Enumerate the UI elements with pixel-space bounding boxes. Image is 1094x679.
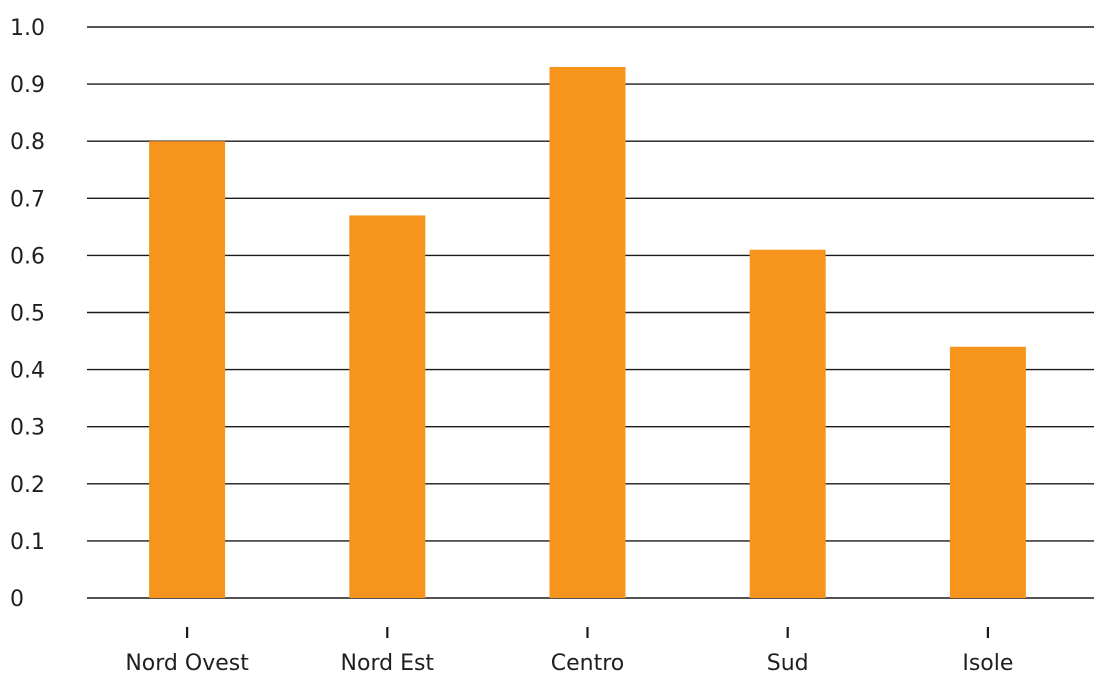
y-tick-label: 0.6 [10,244,45,269]
x-tick-label: Centro [551,651,625,676]
x-tick-label: Nord Est [341,651,435,676]
bar [349,215,426,598]
y-tick-label: 0.2 [10,473,45,498]
y-tick-label: 0.1 [10,530,45,555]
y-tick-label: 0.8 [10,130,45,155]
bar [949,346,1026,598]
bars [149,66,1026,599]
x-tick-label: Nord Ovest [125,651,249,676]
bar [149,141,226,598]
y-tick-label: 0.3 [10,416,45,441]
y-tick-label: 1.0 [10,16,45,41]
y-tick-label: 0.4 [10,359,45,384]
x-axis: Nord Ovest Nord Est Centro Sud Isole [125,627,1013,676]
bar [749,249,826,598]
y-tick-label: 0.5 [10,302,45,327]
y-axis-tick-labels: 0 0.1 0.2 0.3 0.4 0.5 0.6 0.7 0.8 0.9 1.0 [10,16,45,612]
x-tick-label: Sud [767,651,809,676]
y-tick-label: 0.7 [10,187,45,212]
y-tick-label: 0 [10,587,24,612]
x-tick-label: Isole [962,651,1013,676]
y-tick-label: 0.9 [10,73,45,98]
bar [549,66,626,599]
